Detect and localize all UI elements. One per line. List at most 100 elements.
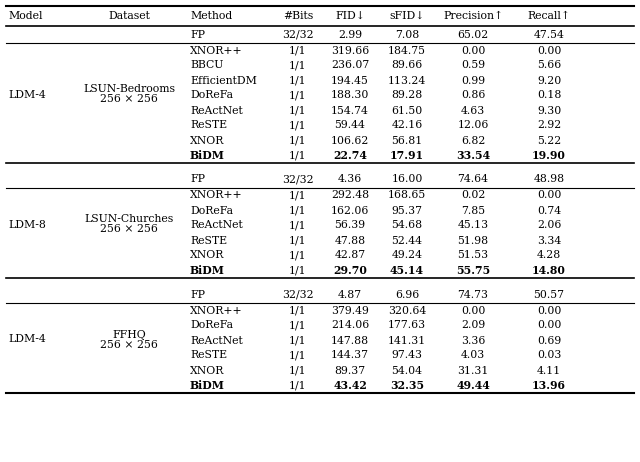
Text: ReSTE: ReSTE [190,236,227,245]
Text: 292.48: 292.48 [331,190,369,201]
Text: 1/1: 1/1 [289,45,307,55]
Text: 50.57: 50.57 [534,290,564,299]
Text: 45.13: 45.13 [458,220,488,231]
Text: 1/1: 1/1 [289,250,307,261]
Text: 1/1: 1/1 [289,121,307,130]
Text: 144.37: 144.37 [331,351,369,360]
Text: Dataset: Dataset [108,11,150,21]
Text: 154.74: 154.74 [331,105,369,116]
Text: 1/1: 1/1 [289,61,307,71]
Text: 256 × 256: 256 × 256 [100,225,158,235]
Text: 1/1: 1/1 [289,236,307,245]
Text: XNOR++: XNOR++ [190,305,243,316]
Text: 29.70: 29.70 [333,265,367,276]
Text: 162.06: 162.06 [331,206,369,215]
Text: 319.66: 319.66 [331,45,369,55]
Text: 32.35: 32.35 [390,380,424,391]
Text: 147.88: 147.88 [331,335,369,346]
Text: 7.08: 7.08 [395,30,419,39]
Text: 9.30: 9.30 [537,105,561,116]
Text: sFID↓: sFID↓ [389,11,425,21]
Text: 32/32: 32/32 [282,290,314,299]
Text: Precision↑: Precision↑ [443,11,503,21]
Text: Recall↑: Recall↑ [527,11,570,21]
Text: 0.59: 0.59 [461,61,485,71]
Text: 1/1: 1/1 [289,335,307,346]
Text: 0.03: 0.03 [537,351,561,360]
Text: 0.00: 0.00 [537,190,561,201]
Text: 1/1: 1/1 [289,206,307,215]
Text: 1/1: 1/1 [289,220,307,231]
Text: 45.14: 45.14 [390,265,424,276]
Text: 56.39: 56.39 [335,220,365,231]
Text: 379.49: 379.49 [331,305,369,316]
Text: 4.87: 4.87 [338,290,362,299]
Text: 51.53: 51.53 [458,250,488,261]
Text: 177.63: 177.63 [388,321,426,330]
Text: 214.06: 214.06 [331,321,369,330]
Text: 3.34: 3.34 [537,236,561,245]
Text: 168.65: 168.65 [388,190,426,201]
Text: 0.00: 0.00 [537,321,561,330]
Text: 0.99: 0.99 [461,75,485,85]
Text: LDM-8: LDM-8 [8,219,46,230]
Text: 0.69: 0.69 [537,335,561,346]
Text: 65.02: 65.02 [458,30,488,39]
Text: 89.28: 89.28 [392,91,422,101]
Text: 47.88: 47.88 [335,236,365,245]
Text: 6.82: 6.82 [461,135,485,146]
Text: 5.22: 5.22 [537,135,561,146]
Text: 1/1: 1/1 [289,305,307,316]
Text: 141.31: 141.31 [388,335,426,346]
Text: 0.00: 0.00 [537,45,561,55]
Text: XNOR++: XNOR++ [190,45,243,55]
Text: 184.75: 184.75 [388,45,426,55]
Text: DoReFa: DoReFa [190,206,233,215]
Text: ReSTE: ReSTE [190,121,227,130]
Text: LSUN-Churches: LSUN-Churches [84,214,173,225]
Text: 48.98: 48.98 [533,175,564,184]
Text: 49.44: 49.44 [456,380,490,391]
Text: 56.81: 56.81 [392,135,422,146]
Text: XNOR: XNOR [190,250,225,261]
Text: BiDM: BiDM [190,150,225,161]
Text: 320.64: 320.64 [388,305,426,316]
Text: 12.06: 12.06 [458,121,489,130]
Text: DoReFa: DoReFa [190,321,233,330]
Text: 4.28: 4.28 [537,250,561,261]
Text: 106.62: 106.62 [331,135,369,146]
Text: 19.90: 19.90 [532,150,566,161]
Text: ReActNet: ReActNet [190,220,243,231]
Text: 49.24: 49.24 [392,250,422,261]
Text: XNOR++: XNOR++ [190,190,243,201]
Text: 74.64: 74.64 [458,175,488,184]
Text: 2.92: 2.92 [537,121,561,130]
Text: 1/1: 1/1 [289,75,307,85]
Text: XNOR: XNOR [190,135,225,146]
Text: 188.30: 188.30 [331,91,369,101]
Text: 1/1: 1/1 [289,365,307,376]
Text: #Bits: #Bits [283,11,313,21]
Text: 256 × 256: 256 × 256 [100,95,158,104]
Text: XNOR: XNOR [190,365,225,376]
Text: FP: FP [190,175,205,184]
Text: 9.20: 9.20 [537,75,561,85]
Text: 236.07: 236.07 [331,61,369,71]
Text: 0.18: 0.18 [537,91,561,101]
Text: 0.86: 0.86 [461,91,485,101]
Text: 1/1: 1/1 [289,321,307,330]
Text: 5.66: 5.66 [537,61,561,71]
Text: 2.09: 2.09 [461,321,485,330]
Text: 7.85: 7.85 [461,206,485,215]
Text: 95.37: 95.37 [392,206,422,215]
Text: 1/1: 1/1 [289,105,307,116]
Text: 194.45: 194.45 [331,75,369,85]
Text: 59.44: 59.44 [335,121,365,130]
Text: 1/1: 1/1 [289,91,307,101]
Text: 0.00: 0.00 [537,305,561,316]
Text: 74.73: 74.73 [458,290,488,299]
Text: 43.42: 43.42 [333,380,367,391]
Text: 1/1: 1/1 [289,151,307,160]
Text: 256 × 256: 256 × 256 [100,340,158,349]
Text: LDM-4: LDM-4 [8,334,45,345]
